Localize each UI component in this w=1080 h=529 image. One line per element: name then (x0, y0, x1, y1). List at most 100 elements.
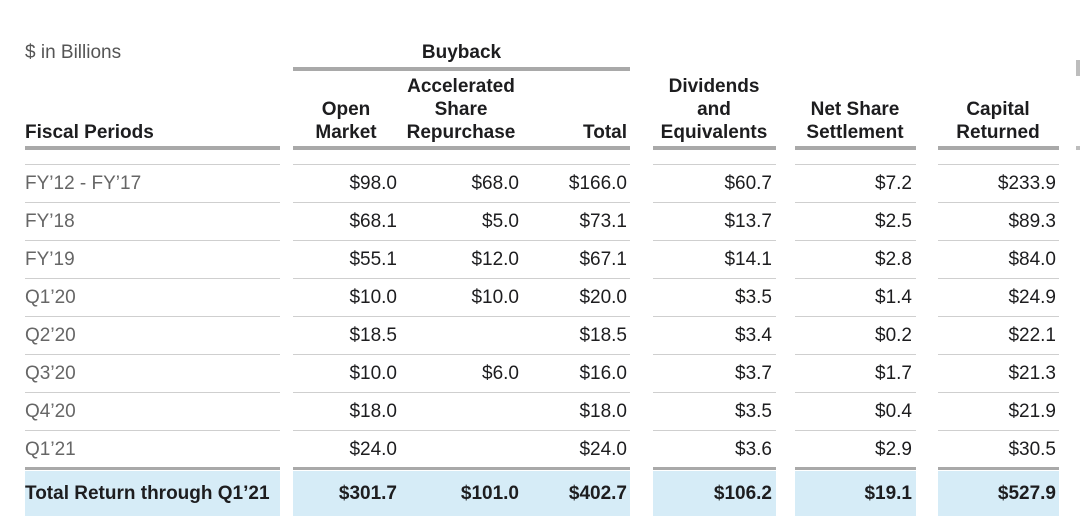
row-separator (25, 202, 280, 203)
cell-total: $18.5 (579, 325, 627, 346)
buyback-group-rule (293, 67, 630, 71)
column-header-line: Market (315, 122, 377, 143)
cell-nss: $1.4 (875, 287, 912, 308)
column-header-period: Fiscal Periods (25, 121, 280, 144)
cell-cap: $21.3 (1008, 363, 1056, 384)
cell-open: $98.0 (349, 173, 397, 194)
total-row-rule (795, 467, 916, 470)
cell-cap: $21.9 (1008, 401, 1056, 422)
row-separator (938, 316, 1059, 317)
row-separator (795, 316, 916, 317)
column-header-open: Open Market (293, 98, 399, 144)
total-row-fill (25, 471, 280, 516)
column-header-line: Open (321, 99, 371, 120)
cell-div: $13.7 (724, 211, 772, 232)
row-separator (293, 392, 630, 393)
column-header-div: Dividends and Equivalents (653, 75, 775, 144)
cell-nss: $2.8 (875, 249, 912, 270)
column-header-asr: Accelerated Share Repurchase (400, 75, 522, 144)
column-header-line: Dividends (668, 76, 760, 97)
row-separator (938, 278, 1059, 279)
row-separator (938, 430, 1059, 431)
column-header-rule (293, 146, 630, 150)
row-separator (25, 240, 280, 241)
row-period-label: FY’12 - FY’17 (25, 173, 142, 194)
cell-asr: $68.0 (471, 173, 519, 194)
row-separator (653, 430, 776, 431)
cell-div: $3.4 (735, 325, 772, 346)
cell-div: $3.5 (735, 287, 772, 308)
cell-div: $3.6 (735, 439, 772, 460)
row-separator (653, 316, 776, 317)
cell-open: $24.0 (349, 439, 397, 460)
total-row-label: Total Return through Q1’21 (25, 483, 270, 504)
cell-asr: $10.0 (471, 287, 519, 308)
cell-cap: $89.3 (1008, 211, 1056, 232)
row-separator (25, 392, 280, 393)
total-div: $106.2 (713, 483, 772, 504)
row-period-label: FY’18 (25, 211, 75, 232)
total-row-fill (653, 471, 776, 516)
column-header-line: Equivalents (660, 122, 768, 143)
cell-open: $18.5 (349, 325, 397, 346)
row-separator (25, 316, 280, 317)
column-header-line: Share (434, 99, 488, 120)
row-period-label: Q4’20 (25, 401, 76, 422)
total-cap: $527.9 (997, 483, 1056, 504)
row-separator (795, 392, 916, 393)
row-period-label: Q2’20 (25, 325, 76, 346)
column-header-cap: Capital Returned (938, 98, 1058, 144)
column-header-line: Fiscal Periods (25, 122, 154, 143)
total-row-rule (25, 467, 280, 470)
right-edge-rule (1076, 60, 1080, 76)
row-separator (938, 202, 1059, 203)
row-separator (293, 164, 630, 165)
row-separator (653, 278, 776, 279)
cell-nss: $0.4 (875, 401, 912, 422)
cell-asr (400, 317, 519, 355)
row-separator (293, 354, 630, 355)
column-header-rule (938, 146, 1059, 150)
row-separator (293, 240, 630, 241)
column-header-line: Settlement (806, 122, 904, 143)
cell-open: $55.1 (349, 249, 397, 270)
cell-cap: $233.9 (997, 173, 1056, 194)
cell-total: $67.1 (579, 249, 627, 270)
row-separator (653, 164, 776, 165)
row-separator (653, 240, 776, 241)
total-row-rule (293, 467, 630, 470)
row-separator (653, 354, 776, 355)
column-header-line: Net Share (810, 99, 900, 120)
cell-asr (400, 431, 519, 469)
cell-total: $24.0 (579, 439, 627, 460)
cell-div: $14.1 (724, 249, 772, 270)
cell-open: $10.0 (349, 363, 397, 384)
row-separator (795, 278, 916, 279)
cell-open: $68.1 (349, 211, 397, 232)
right-edge-rule (1076, 146, 1080, 150)
column-header-line: Repurchase (406, 122, 516, 143)
total-asr: $101.0 (460, 483, 519, 504)
cell-total: $73.1 (579, 211, 627, 232)
row-separator (795, 164, 916, 165)
row-separator (293, 278, 630, 279)
row-period-label: Q3’20 (25, 363, 76, 384)
row-separator (25, 354, 280, 355)
cell-cap: $24.9 (1008, 287, 1056, 308)
cell-total: $166.0 (568, 173, 627, 194)
row-separator (653, 202, 776, 203)
total-row-rule (938, 467, 1059, 470)
row-separator (293, 202, 630, 203)
row-separator (795, 202, 916, 203)
row-separator (795, 240, 916, 241)
row-separator (795, 354, 916, 355)
cell-asr: $5.0 (482, 211, 519, 232)
cell-div: $60.7 (724, 173, 772, 194)
cell-asr: $6.0 (482, 363, 519, 384)
row-separator (938, 354, 1059, 355)
column-header-total: Total (525, 121, 627, 144)
cell-cap: $84.0 (1008, 249, 1056, 270)
row-period-label: FY’19 (25, 249, 75, 270)
total-row-fill (795, 471, 916, 516)
cell-total: $18.0 (579, 401, 627, 422)
